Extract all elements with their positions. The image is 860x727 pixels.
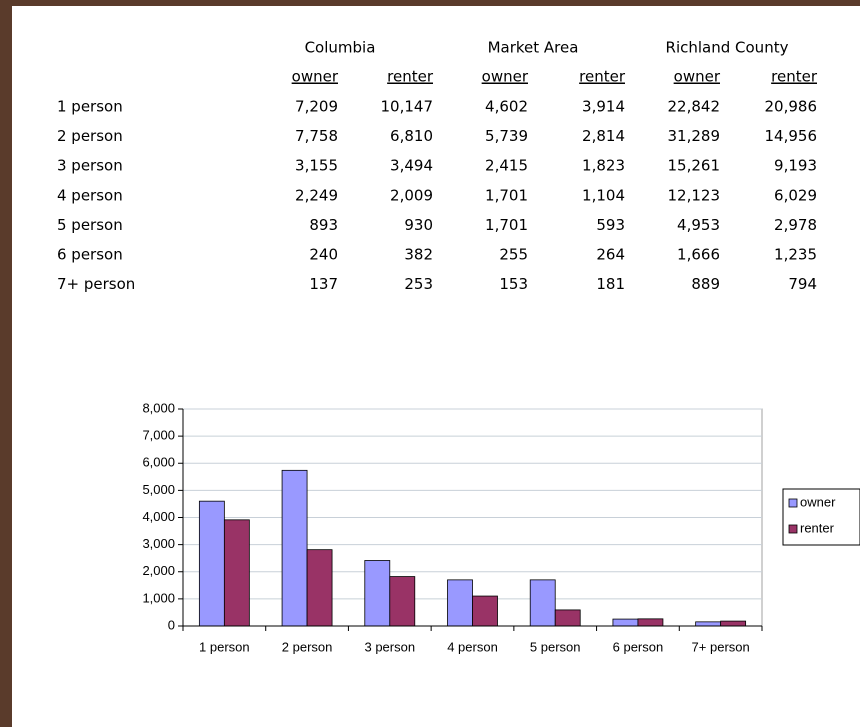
cell: 4,953 bbox=[677, 216, 720, 234]
sub-header: renter bbox=[387, 68, 434, 86]
cell: 1,701 bbox=[485, 216, 528, 234]
cell: 1,104 bbox=[582, 186, 625, 204]
bar bbox=[281, 469, 308, 627]
cell: 137 bbox=[309, 275, 338, 293]
legend-box bbox=[782, 488, 860, 546]
cell: 10,147 bbox=[381, 98, 434, 116]
sub-header: renter bbox=[771, 68, 818, 86]
bar bbox=[364, 560, 391, 627]
cell: 153 bbox=[499, 275, 528, 293]
cell: 22,842 bbox=[668, 98, 721, 116]
y-tick-label: 5,000 bbox=[142, 482, 175, 497]
y-tick-label: 2,000 bbox=[142, 563, 175, 578]
legend-label: renter bbox=[800, 520, 835, 535]
legend-swatch bbox=[788, 524, 798, 534]
cell: 7,209 bbox=[295, 98, 338, 116]
cell: 3,914 bbox=[582, 98, 625, 116]
cell: 4,602 bbox=[485, 98, 528, 116]
cell: 593 bbox=[596, 216, 625, 234]
cell: 31,289 bbox=[668, 127, 721, 145]
cell: 20,986 bbox=[765, 98, 818, 116]
legend-label: owner bbox=[800, 494, 836, 509]
cell: 382 bbox=[404, 246, 433, 264]
x-tick-label: 5 person bbox=[530, 639, 581, 654]
cell: 6,810 bbox=[390, 127, 433, 145]
cell: 9,193 bbox=[774, 157, 817, 175]
bar bbox=[720, 620, 747, 627]
legend-swatch bbox=[788, 498, 798, 508]
bar bbox=[612, 618, 639, 627]
row-label: 7+ person bbox=[57, 275, 135, 293]
y-tick-label: 6,000 bbox=[142, 455, 175, 470]
cell: 14,956 bbox=[765, 127, 818, 145]
x-tick-label: 2 person bbox=[282, 639, 333, 654]
sub-header: owner bbox=[482, 68, 529, 86]
x-tick-label: 1 person bbox=[199, 639, 250, 654]
x-tick-label: 4 person bbox=[447, 639, 498, 654]
left-border bbox=[0, 0, 12, 727]
cell: 2,415 bbox=[485, 157, 528, 175]
row-label: 5 person bbox=[57, 216, 123, 234]
bar bbox=[472, 595, 498, 627]
y-tick-label: 8,000 bbox=[142, 400, 175, 415]
cell: 2,814 bbox=[582, 127, 625, 145]
row-label: 3 person bbox=[57, 157, 123, 175]
bar bbox=[695, 621, 722, 627]
x-tick-label: 6 person bbox=[613, 639, 664, 654]
group-header: Richland County bbox=[666, 39, 789, 57]
bar bbox=[637, 618, 664, 627]
cell: 6,029 bbox=[774, 186, 817, 204]
bar bbox=[198, 500, 225, 627]
sub-header: owner bbox=[674, 68, 721, 86]
row-label: 4 person bbox=[57, 186, 123, 204]
y-tick-label: 0 bbox=[168, 617, 175, 632]
cell: 5,739 bbox=[485, 127, 528, 145]
cell: 15,261 bbox=[668, 157, 721, 175]
cell: 889 bbox=[691, 275, 720, 293]
y-tick-label: 7,000 bbox=[142, 428, 175, 443]
cell: 2,249 bbox=[295, 186, 338, 204]
bar bbox=[389, 576, 416, 627]
cell: 7,758 bbox=[295, 127, 338, 145]
cell: 930 bbox=[404, 216, 433, 234]
cell: 1,235 bbox=[774, 246, 817, 264]
cell: 12,123 bbox=[668, 186, 721, 204]
y-tick-label: 3,000 bbox=[142, 536, 175, 551]
cell: 794 bbox=[788, 275, 817, 293]
x-tick-label: 7+ person bbox=[692, 639, 750, 654]
x-tick-label: 3 person bbox=[364, 639, 415, 654]
group-header: Columbia bbox=[305, 39, 376, 57]
cell: 255 bbox=[499, 246, 528, 264]
cell: 1,823 bbox=[582, 157, 625, 175]
group-header: Market Area bbox=[488, 39, 579, 57]
cell: 3,155 bbox=[295, 157, 338, 175]
bar bbox=[306, 549, 333, 627]
y-tick-label: 1,000 bbox=[142, 590, 175, 605]
cell: 264 bbox=[596, 246, 625, 264]
row-label: 1 person bbox=[57, 98, 123, 116]
cell: 893 bbox=[309, 216, 338, 234]
bar bbox=[447, 579, 473, 627]
cell: 2,978 bbox=[774, 216, 817, 234]
cell: 3,494 bbox=[390, 157, 433, 175]
row-label: 6 person bbox=[57, 246, 123, 264]
sub-header: owner bbox=[292, 68, 339, 86]
top-border bbox=[0, 0, 860, 6]
bar bbox=[554, 609, 581, 627]
cell: 2,009 bbox=[390, 186, 433, 204]
cell: 240 bbox=[309, 246, 338, 264]
bar bbox=[529, 579, 556, 627]
row-label: 2 person bbox=[57, 127, 123, 145]
sub-header: renter bbox=[579, 68, 626, 86]
bar bbox=[223, 519, 250, 627]
cell: 1,701 bbox=[485, 186, 528, 204]
cell: 1,666 bbox=[677, 246, 720, 264]
cell: 181 bbox=[596, 275, 625, 293]
cell: 253 bbox=[404, 275, 433, 293]
y-tick-label: 4,000 bbox=[142, 509, 175, 524]
